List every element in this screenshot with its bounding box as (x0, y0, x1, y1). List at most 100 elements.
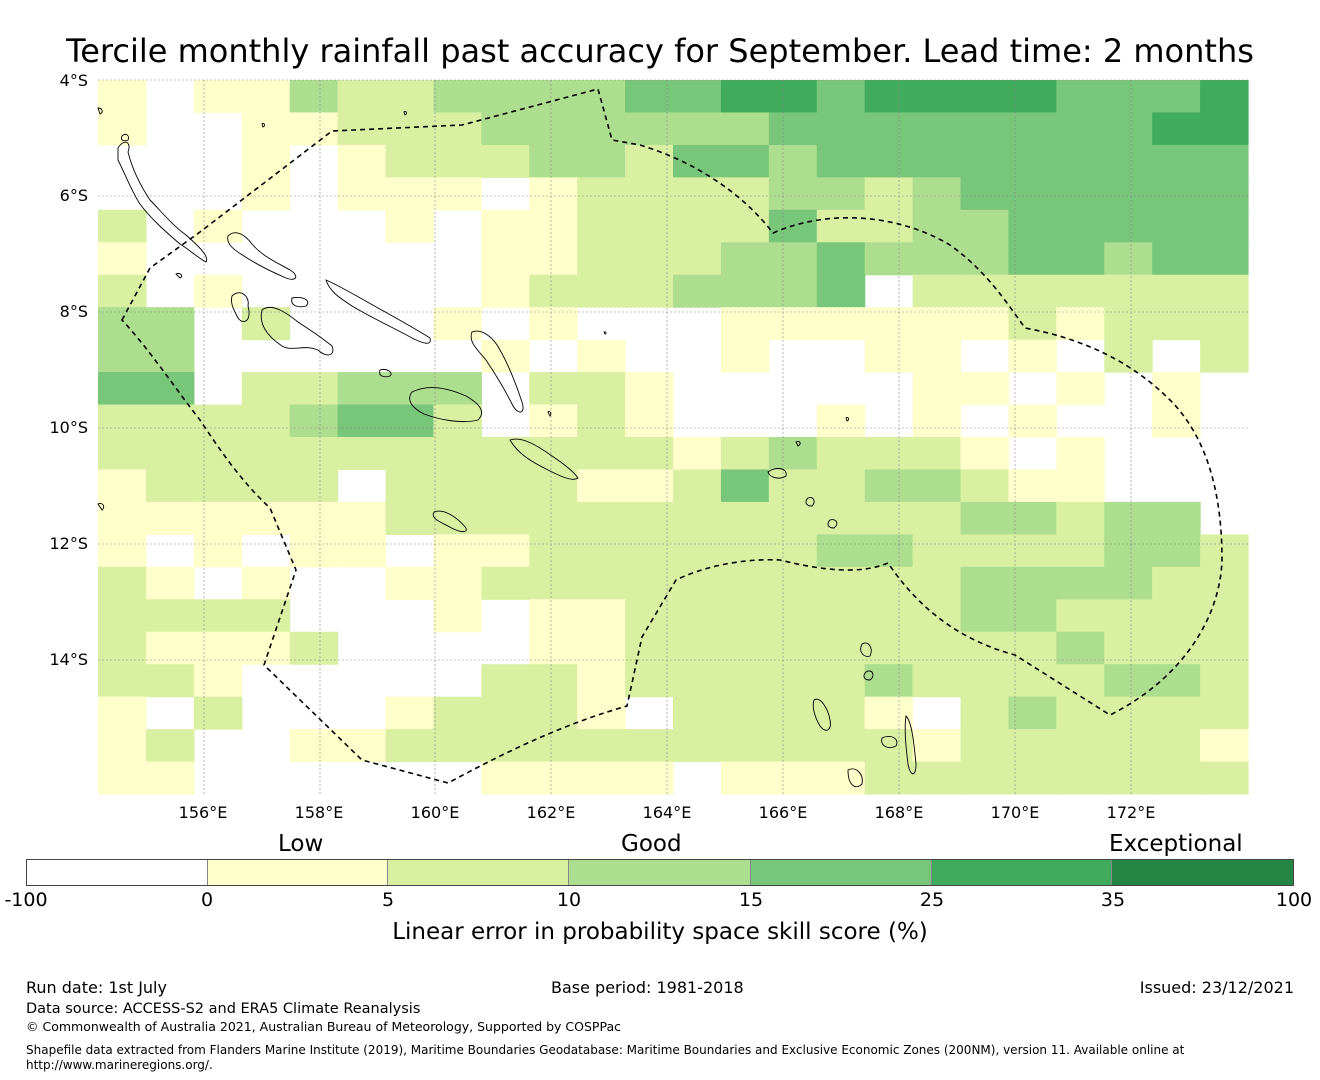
graticule (98, 79, 1248, 794)
lat-label-6s: 6°S (59, 186, 88, 205)
grid-cell (289, 729, 339, 763)
grid-cell (960, 696, 1010, 730)
grid-cell (625, 566, 674, 600)
grid-cell (98, 112, 147, 146)
grid-cell (1152, 566, 1201, 600)
skill-score-grid (98, 80, 1249, 795)
grid-cell (720, 177, 770, 211)
grid-cell (145, 437, 195, 471)
grid-cell (673, 177, 722, 211)
grid-cell (864, 80, 914, 114)
grid-cell (337, 437, 387, 471)
grid-cell (768, 696, 818, 730)
grid-cell (912, 664, 962, 698)
colorbar-segment-15-25 (750, 860, 932, 885)
grid-cell (625, 404, 674, 438)
grid-cell (816, 242, 866, 276)
grid-cell (1008, 501, 1057, 535)
grid-cell (481, 501, 530, 535)
grid-cell (1200, 534, 1249, 568)
grid-cell (145, 761, 195, 795)
island-coastline (97, 107, 103, 115)
grid-cell (1056, 242, 1105, 276)
grid-cell (816, 209, 866, 243)
legend-category-good: Good (621, 831, 682, 857)
grid-cell (720, 599, 770, 633)
grid-cell (960, 599, 1010, 633)
grid-cell (816, 469, 866, 503)
grid-cell (912, 80, 962, 114)
grid-cell (768, 437, 818, 471)
grid-cell (385, 566, 435, 600)
grid-cell (912, 339, 962, 373)
island-coastline (795, 441, 801, 447)
grid-cell (816, 631, 866, 665)
grid-cell (768, 501, 818, 535)
grid-cell (912, 501, 962, 535)
grid-cell (960, 469, 1010, 503)
grid-cell (960, 664, 1010, 698)
grid-cell (1200, 307, 1249, 341)
grid-cell (768, 469, 818, 503)
grid-cell (864, 339, 914, 373)
grid-cell (720, 112, 770, 146)
grid-cell (241, 469, 291, 503)
grid-cell (193, 696, 243, 730)
grid-cell (1008, 404, 1057, 438)
grid-cell (720, 664, 770, 698)
grid-cell (529, 112, 578, 146)
grid-cell (529, 372, 578, 406)
island-coastline (805, 497, 815, 507)
grid-cell (625, 599, 674, 633)
grid-cell (673, 274, 722, 308)
grid-cell (145, 664, 195, 698)
grid-cell (1008, 80, 1057, 114)
grid-cell (912, 177, 962, 211)
grid-cell (1008, 469, 1057, 503)
lon-label-164e: 164°E (642, 803, 692, 822)
grid-cell (1104, 729, 1153, 763)
grid-cell (1008, 664, 1057, 698)
grid-cell (960, 437, 1010, 471)
grid-cell (864, 631, 914, 665)
island-coastline (432, 510, 467, 533)
grid-cell (864, 112, 914, 146)
grid-cell (98, 372, 147, 406)
grid-cell (98, 469, 147, 503)
grid-cell (1008, 242, 1057, 276)
grid-cell (1152, 274, 1201, 308)
grid-cell (1056, 274, 1105, 308)
grid-cell (433, 469, 482, 503)
grid-cell (481, 209, 530, 243)
map-area[interactable]: 4°S 6°S 8°S 10°S 12°S 14°S 156°E 158°E 1… (0, 0, 1320, 822)
grid-cell (289, 469, 339, 503)
grid-cell (912, 242, 962, 276)
island-coastline (379, 369, 392, 378)
grid-cell (481, 274, 530, 308)
grid-cell (1056, 631, 1105, 665)
grid-cell (1056, 144, 1105, 178)
grid-cell (1152, 664, 1201, 698)
grid-cell (481, 437, 530, 471)
grid-cell (1152, 177, 1201, 211)
grid-cell (433, 566, 482, 600)
grid-cell (529, 566, 578, 600)
grid-cell (768, 631, 818, 665)
grid-cell (145, 404, 195, 438)
grid-cell (1152, 761, 1201, 795)
grid-cell (481, 80, 530, 114)
grid-cell (720, 242, 770, 276)
grid-cell (1200, 274, 1249, 308)
grid-cell (1152, 599, 1201, 633)
grid-cell (1200, 112, 1249, 146)
grid-cell (98, 729, 147, 763)
grid-cell (1104, 631, 1153, 665)
grid-cell (1008, 631, 1057, 665)
grid-cell (816, 501, 866, 535)
grid-cell (960, 274, 1010, 308)
grid-cell (481, 761, 530, 795)
grid-cell (1200, 631, 1249, 665)
grid-cell (1056, 177, 1105, 211)
grid-cell (577, 80, 626, 114)
grid-cell (816, 274, 866, 308)
